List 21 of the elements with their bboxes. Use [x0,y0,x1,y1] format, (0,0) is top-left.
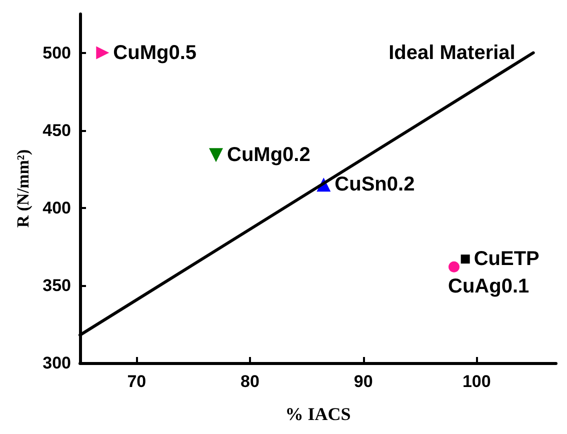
y-tick-label: 500 [42,43,71,62]
series-label: CuMg0.5 [113,42,197,64]
y-tick-label: 400 [42,198,71,218]
point [209,148,223,162]
point [96,46,110,60]
y-tick-label: 300 [42,354,71,372]
x-tick-label: 100 [462,372,491,391]
x-tick-label: 90 [354,372,373,391]
series-label: Ideal Material [388,42,516,64]
point [448,261,460,272]
series-label: CuMg0.2 [227,144,310,166]
y-tick-label: 450 [42,120,71,140]
series-label: CuAg0.1 [448,275,530,298]
y-tick-label: 350 [42,276,71,295]
series-label: CuETP [474,248,540,270]
x-axis-title: % IACS [285,404,351,424]
point [460,254,470,264]
y-axis-title: R (N/mm²) [14,149,33,228]
x-tick-label: 80 [240,372,260,391]
x-tick-label: 70 [127,372,146,391]
series-label: CuSn0.2 [334,174,415,196]
